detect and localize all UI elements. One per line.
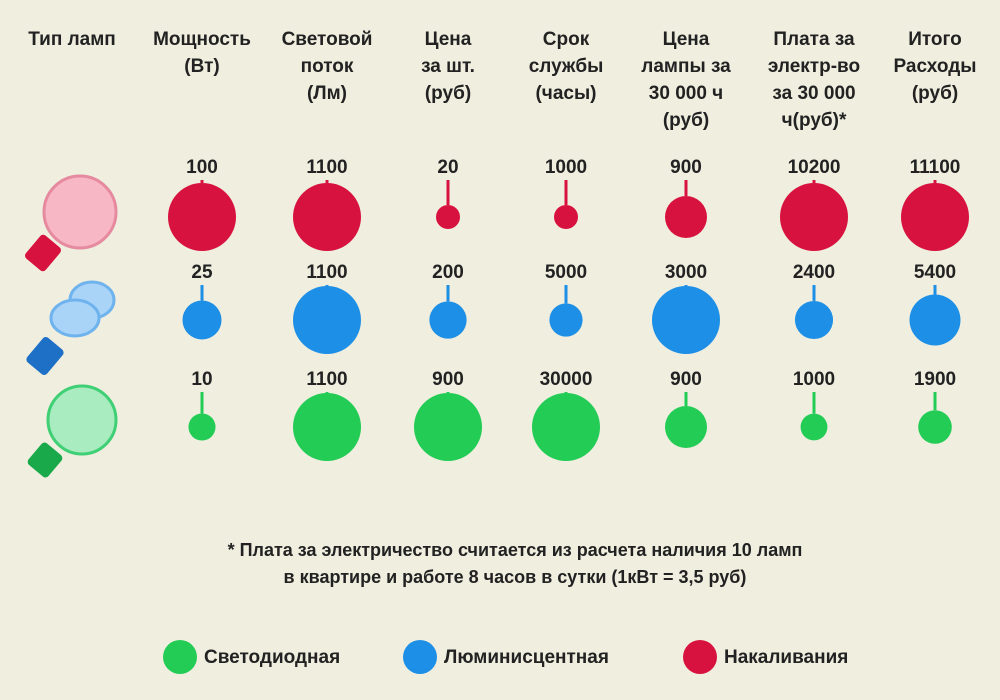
header-line: (руб)	[425, 83, 471, 104]
column-header: Световой поток (Лм)	[282, 29, 373, 104]
bubble	[436, 205, 460, 229]
bubble	[554, 205, 578, 229]
bubble	[168, 183, 236, 251]
bubble	[664, 405, 708, 449]
bubble	[800, 413, 828, 441]
column-header: Мощность (Вт)	[153, 29, 251, 77]
bubble	[652, 286, 720, 354]
bubble	[188, 413, 216, 441]
legend-label: Светодиодная	[204, 647, 340, 668]
value-label: 1100	[306, 157, 347, 178]
bubble	[429, 301, 467, 339]
value-label: 1000	[793, 369, 835, 390]
value-label: 900	[670, 157, 702, 178]
value-label: 900	[670, 369, 702, 390]
value-label: 100	[186, 157, 218, 178]
header-line: электр-во	[768, 56, 860, 77]
lamp-icons	[25, 174, 118, 478]
value-label: 5400	[914, 262, 956, 283]
value-label: 20	[437, 157, 458, 178]
bubble	[794, 300, 834, 340]
bubble	[918, 410, 952, 444]
value-label: 1100	[306, 369, 347, 390]
bubble	[293, 183, 361, 251]
header-line: службы	[529, 56, 604, 77]
header-line: за 30 000	[772, 83, 855, 104]
legend-swatch	[163, 640, 197, 674]
legend-swatch	[683, 640, 717, 674]
value-label: 30000	[540, 369, 593, 390]
bubble	[909, 294, 961, 346]
value-label: 1900	[914, 369, 956, 390]
column-header: Цена лампы за 30 000 ч (руб)	[641, 29, 731, 131]
header-line: Плата за	[773, 29, 855, 50]
led-icon	[27, 384, 118, 478]
column-header: Плата за электр-во за 30 000 ч(руб)*	[768, 29, 860, 131]
footnote: * Плата за электричество считается из ра…	[228, 540, 803, 560]
header-line: (Лм)	[307, 83, 347, 104]
bubble	[664, 195, 708, 239]
value-label: 10	[191, 369, 212, 390]
header-line: Цена	[425, 29, 472, 50]
header-line: Срок	[543, 29, 590, 50]
header-line: за шт.	[421, 56, 475, 77]
header-line: Цена	[663, 29, 710, 50]
header-line: поток	[301, 56, 354, 77]
legend-label: Люминисцентная	[444, 647, 609, 668]
bubble	[532, 393, 600, 461]
value-label: 10200	[788, 157, 841, 178]
header-line: Итого	[908, 29, 962, 50]
header-line: (руб)	[663, 110, 709, 131]
value-label: 900	[432, 369, 464, 390]
bubble	[182, 300, 222, 340]
header-line: Расходы	[893, 56, 976, 77]
incandescent-icon	[25, 174, 118, 272]
bubble	[293, 286, 361, 354]
fluorescent-icon	[26, 280, 116, 375]
bubble	[293, 393, 361, 461]
header-line: Мощность	[153, 29, 251, 50]
value-label: 1000	[545, 157, 587, 178]
column-header: Итого Расходы (руб)	[893, 29, 976, 104]
value-label: 3000	[665, 262, 707, 283]
value-label: 5000	[545, 262, 587, 283]
row-header: Тип ламп	[28, 29, 116, 50]
header-line: Световой	[282, 29, 373, 50]
value-label: 200	[432, 262, 464, 283]
value-label: 2400	[793, 262, 835, 283]
bubble	[414, 393, 482, 461]
header-line: лампы за	[641, 56, 731, 77]
legend-swatch	[403, 640, 437, 674]
value-label: 1100	[306, 262, 347, 283]
header-line: 30 000 ч	[649, 83, 723, 104]
header-line: (часы)	[535, 83, 596, 104]
footnote: в квартире и работе 8 часов в сутки (1кВ…	[284, 567, 747, 587]
value-label: 25	[191, 262, 213, 283]
header-line: (руб)	[912, 83, 958, 104]
header-line: (Вт)	[184, 56, 219, 77]
header-line: ч(руб)*	[782, 110, 847, 131]
value-label: 11100	[910, 157, 961, 178]
column-header: Цена за шт. (руб)	[421, 29, 475, 104]
bubble	[549, 303, 583, 337]
column-header: Срок службы (часы)	[529, 29, 604, 104]
bubble	[780, 183, 848, 251]
legend-label: Накаливания	[724, 647, 848, 668]
bubble	[901, 183, 969, 251]
